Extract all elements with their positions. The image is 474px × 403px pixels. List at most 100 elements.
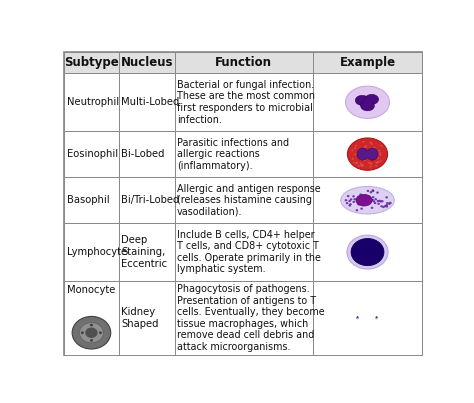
Text: Neutrophil: Neutrophil [66, 97, 118, 107]
Ellipse shape [346, 86, 390, 118]
Text: Parasitic infections and
allergic reactions
(inflammatory).: Parasitic infections and allergic reacti… [177, 137, 289, 171]
Circle shape [376, 191, 379, 194]
Bar [313, 52, 422, 73]
Circle shape [360, 208, 363, 210]
Circle shape [353, 162, 355, 163]
Circle shape [357, 198, 360, 201]
Circle shape [370, 191, 372, 193]
Text: Allergic and antigen response
(releases histamine causing
vasodilation).: Allergic and antigen response (releases … [177, 184, 320, 217]
Circle shape [80, 323, 103, 343]
Circle shape [371, 199, 374, 201]
Circle shape [359, 149, 361, 151]
Circle shape [360, 158, 363, 160]
Text: Multi-Lobed: Multi-Lobed [121, 97, 180, 107]
Circle shape [345, 199, 347, 202]
Circle shape [81, 331, 84, 334]
Circle shape [385, 204, 388, 206]
Circle shape [357, 197, 359, 200]
Text: Bi-Lobed: Bi-Lobed [121, 149, 165, 159]
Circle shape [389, 202, 392, 204]
Circle shape [353, 201, 355, 203]
Circle shape [380, 200, 382, 203]
Ellipse shape [365, 94, 379, 104]
Circle shape [363, 201, 365, 204]
Bar [119, 281, 175, 355]
Bar [119, 223, 175, 281]
Circle shape [351, 150, 353, 151]
Circle shape [385, 206, 388, 208]
Circle shape [374, 151, 376, 152]
Ellipse shape [356, 96, 369, 105]
Circle shape [374, 150, 376, 151]
Circle shape [356, 163, 357, 164]
Circle shape [363, 199, 365, 202]
Text: Function: Function [215, 56, 273, 69]
Circle shape [370, 147, 372, 150]
Circle shape [360, 164, 362, 166]
Ellipse shape [356, 317, 358, 319]
Circle shape [371, 143, 373, 145]
Ellipse shape [357, 317, 358, 318]
Circle shape [364, 146, 365, 148]
Circle shape [381, 200, 383, 202]
Ellipse shape [341, 187, 394, 214]
Circle shape [367, 195, 370, 197]
Ellipse shape [357, 148, 368, 160]
Circle shape [85, 328, 98, 338]
Circle shape [375, 162, 377, 163]
Circle shape [375, 152, 377, 154]
Ellipse shape [376, 317, 377, 319]
Circle shape [360, 153, 363, 154]
Circle shape [378, 150, 380, 152]
Circle shape [374, 198, 377, 200]
Text: Basophil: Basophil [66, 195, 109, 205]
Circle shape [354, 154, 356, 155]
Circle shape [372, 190, 374, 192]
Bar [175, 177, 313, 223]
Bar [64, 223, 119, 281]
Bar [175, 52, 313, 73]
Circle shape [372, 196, 374, 198]
Bar [119, 177, 175, 223]
Circle shape [359, 152, 362, 154]
Ellipse shape [365, 150, 370, 158]
Circle shape [358, 165, 360, 166]
Circle shape [356, 162, 358, 164]
Ellipse shape [347, 138, 388, 170]
Circle shape [90, 324, 93, 326]
Circle shape [380, 205, 383, 208]
Circle shape [388, 203, 391, 205]
Bar [64, 281, 119, 355]
Bar [175, 223, 313, 281]
Circle shape [90, 339, 93, 342]
Ellipse shape [356, 194, 372, 206]
Circle shape [370, 142, 372, 143]
Ellipse shape [376, 317, 377, 318]
Circle shape [356, 198, 358, 201]
Circle shape [370, 162, 372, 164]
Circle shape [354, 147, 356, 149]
Circle shape [357, 203, 360, 206]
Circle shape [352, 158, 354, 160]
Text: Example: Example [339, 56, 396, 69]
Text: Eosinophil: Eosinophil [66, 149, 118, 159]
Circle shape [353, 198, 356, 200]
Circle shape [375, 154, 377, 155]
Circle shape [355, 145, 357, 147]
Bar [119, 52, 175, 73]
Circle shape [380, 160, 382, 162]
Circle shape [99, 331, 102, 334]
Circle shape [350, 198, 353, 201]
Circle shape [377, 161, 379, 163]
Ellipse shape [366, 148, 378, 160]
Circle shape [373, 155, 374, 157]
Circle shape [356, 209, 358, 211]
Bar [64, 52, 119, 73]
Circle shape [381, 145, 383, 147]
Bar [119, 73, 175, 131]
Circle shape [362, 164, 364, 166]
Circle shape [382, 206, 385, 208]
Circle shape [365, 145, 367, 147]
Circle shape [348, 204, 351, 207]
Circle shape [348, 200, 351, 202]
